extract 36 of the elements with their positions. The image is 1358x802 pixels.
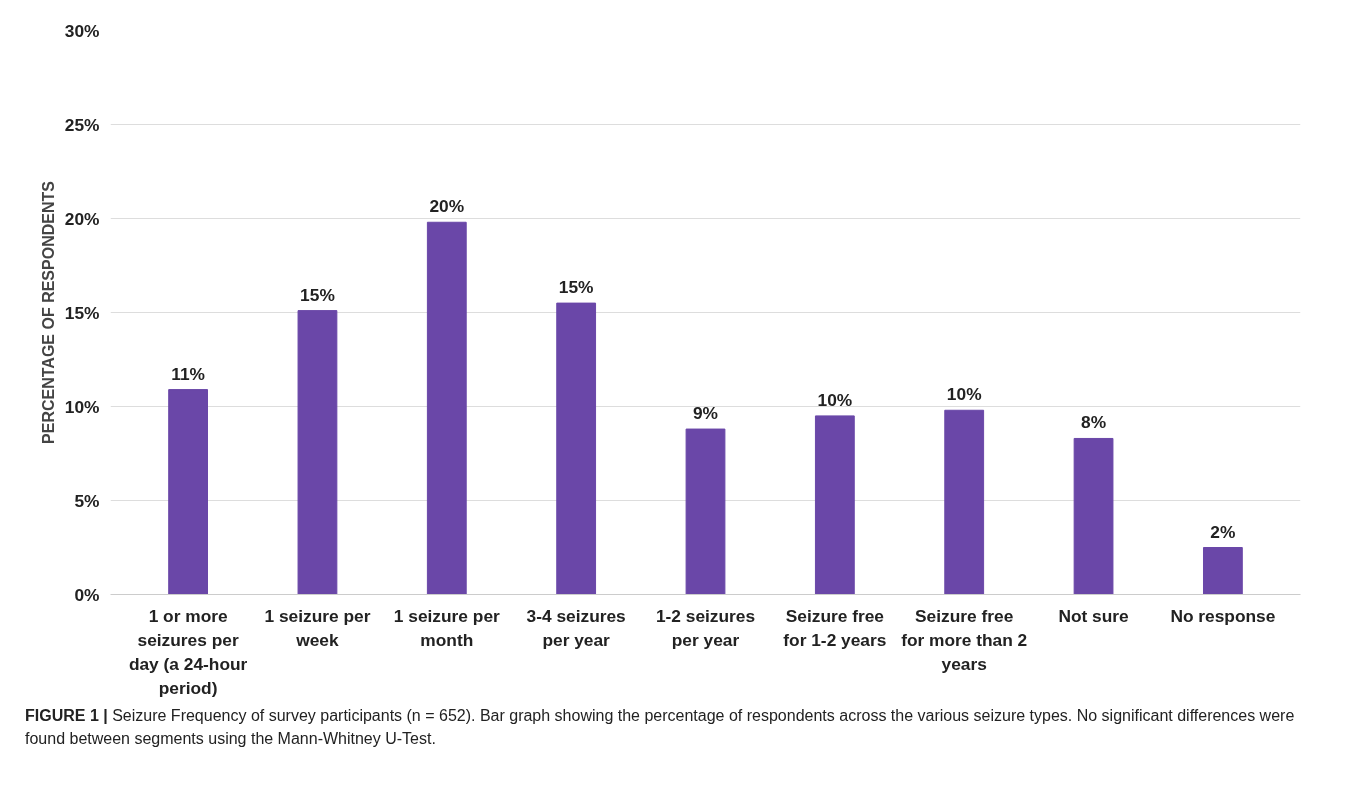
bar bbox=[1073, 437, 1114, 595]
y-tick-label: 25% bbox=[64, 114, 100, 135]
data-label: 20% bbox=[429, 196, 465, 217]
data-label: 2% bbox=[1210, 521, 1236, 542]
x-tick-label: 3-4 seizures per year bbox=[526, 605, 626, 650]
data-label: 15% bbox=[558, 277, 594, 298]
bar bbox=[556, 302, 597, 595]
bar bbox=[297, 310, 338, 595]
x-tick-label: 1 or more seizures per day (a 24-hour period) bbox=[128, 605, 248, 698]
y-tick-label: 5% bbox=[74, 490, 100, 511]
data-label: 9% bbox=[692, 403, 719, 424]
data-label: 11% bbox=[171, 363, 205, 384]
y-tick-label: 10% bbox=[64, 396, 100, 417]
x-tick-label: Seizure free for 1-2 years bbox=[783, 605, 887, 650]
y-tick-label: 0% bbox=[74, 584, 100, 605]
y-axis-title: PERCENTAGE OF RESPONDENTS bbox=[39, 180, 57, 444]
bar bbox=[685, 428, 726, 595]
y-tick-label: 30% bbox=[64, 20, 100, 41]
bar bbox=[814, 415, 855, 595]
y-tick-label: 20% bbox=[64, 208, 100, 229]
data-label: 15% bbox=[300, 284, 335, 305]
x-tick-label: Seizure free for more than 2 years bbox=[901, 605, 1028, 674]
x-tick-label: 1-2 seizures per year bbox=[655, 605, 756, 650]
bar bbox=[168, 389, 209, 595]
x-tick-label: Not sure bbox=[1058, 605, 1130, 626]
data-label: 10% bbox=[817, 389, 853, 410]
y-tick-label: 15% bbox=[64, 302, 100, 323]
caption: FIGURE 1 | Seizure Frequency of survey participants (n = 652). Bar graph showing the percentage of respondents across the various seizure types. No significant differences were found between segments using the Mann-Whitney U-Test. bbox=[25, 706, 1296, 749]
bar bbox=[944, 409, 985, 595]
bar bbox=[1202, 547, 1243, 595]
bar bbox=[426, 221, 467, 595]
x-tick-label: 1 seizure per week bbox=[264, 605, 371, 650]
data-label: 8% bbox=[1081, 412, 1107, 433]
x-tick-label: 1 seizure per month bbox=[393, 605, 501, 650]
data-label: 10% bbox=[946, 384, 982, 405]
x-tick-label: No response bbox=[1170, 605, 1276, 626]
